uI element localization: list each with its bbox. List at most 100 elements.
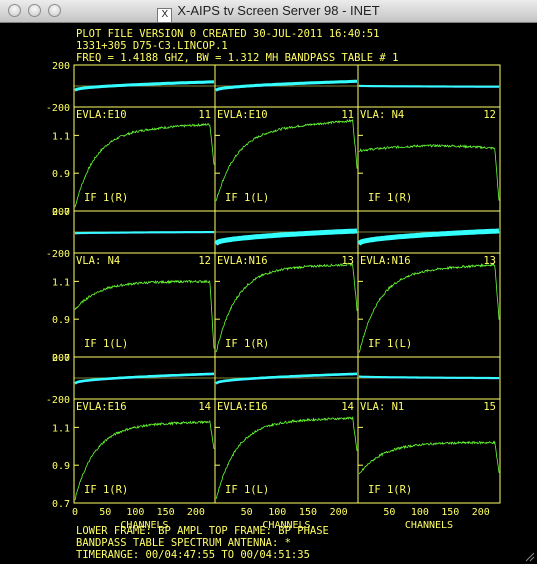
amplitude-curve [358, 143, 500, 201]
amp-axis-label: 0.7 [52, 499, 70, 510]
channels-axis-label: CHANNELS [405, 520, 453, 531]
amp-axis-label: 1.1 [52, 131, 70, 142]
bandpass-panel: VLA: N1 15 IF 1(R) [357, 356, 501, 504]
phase-axis-top-label: 200 [52, 353, 70, 364]
amp-axis-label: 0.9 [52, 169, 70, 180]
zoom-window-button[interactable] [48, 4, 61, 17]
antenna-number: 13 [341, 255, 354, 267]
bandpass-panel: EVLA:N16 13 IF 1(L) [357, 210, 501, 358]
channel-tick-label: 200 [330, 507, 348, 518]
channel-tick-label: 100 [411, 507, 429, 518]
antenna-number: 11 [341, 109, 354, 121]
channel-tick-labels: 0 50 100 150 200 CHANNELS 50 100 150 200 CHANNELS 5… [72, 507, 490, 531]
phase-curve [215, 79, 357, 92]
amp-axis-label: 0.7 [52, 353, 70, 364]
minimize-window-button[interactable] [28, 4, 41, 17]
if-label: IF 1(R) [84, 484, 128, 496]
amplitude-curve [74, 122, 215, 208]
bandpass-panel: VLA: N4 12 IF 1(R) [357, 64, 501, 212]
plot-footer: LOWER FRAME: BP AMPL TOP FRAME: BP PHASE… [76, 525, 329, 561]
channel-tick-label: 150 [441, 507, 459, 518]
x11-icon: X [157, 8, 173, 23]
amplitude-curve [215, 263, 358, 353]
antenna-label: EVLA:E16 [76, 401, 127, 413]
phase-axis-bottom-label: -200 [46, 249, 70, 260]
close-window-button[interactable] [8, 4, 21, 17]
if-label: IF 1(L) [225, 192, 269, 204]
if-label: IF 1(L) [225, 484, 269, 496]
title-bar[interactable]: X X-AIPS tv Screen Server 98 - INET [0, 0, 537, 23]
phase-axis-bottom-label: -200 [46, 395, 70, 406]
if-label: IF 1(R) [368, 192, 412, 204]
antenna-label: EVLA:E10 [217, 109, 268, 121]
amplitude-curve [358, 262, 500, 353]
antenna-number: 11 [198, 109, 211, 121]
phase-curve [74, 372, 215, 385]
amplitude-curve [215, 118, 358, 202]
antenna-number: 12 [483, 109, 496, 121]
antenna-label: VLA: N4 [76, 255, 120, 267]
amplitude-curve [74, 279, 215, 349]
channel-tick-label: 100 [268, 507, 286, 518]
bandpass-panel: EVLA:E10 11 IF 1(R) 200 -200 1.1 0.9 0.7 [46, 61, 216, 218]
phase-curve [358, 84, 499, 88]
antenna-label: EVLA:E10 [76, 109, 127, 121]
plot-header: PLOT FILE VERSION 0 CREATED 30-JUL-2011 … [76, 28, 398, 64]
window-title-area: X X-AIPS tv Screen Server 98 - INET [0, 3, 537, 23]
window-title: X-AIPS tv Screen Server 98 - INET [177, 3, 380, 18]
antenna-label: EVLA:E16 [217, 401, 268, 413]
channels-axis-label: CHANNELS [120, 520, 168, 531]
amp-axis-label: 1.1 [52, 277, 70, 288]
channel-tick-label: 50 [241, 507, 253, 518]
amp-axis-label: 0.7 [52, 207, 70, 218]
bandpass-panel: EVLA:E16 14 IF 1(R) 200 -200 1.1 0.9 0.7 [46, 353, 216, 510]
amp-axis-label: 1.1 [52, 423, 70, 434]
amplitude-curve [358, 440, 500, 475]
footer-line-2: BANDPASS TABLE SPECTRUM ANTENNA: * [76, 537, 291, 549]
antenna-number: 14 [341, 401, 354, 413]
antenna-label: EVLA:N16 [360, 255, 411, 267]
channel-tick-label: 150 [157, 507, 175, 518]
header-line-2: 1331+305 D75-C3.LINCOP.1 [76, 40, 228, 52]
phase-curve [358, 375, 499, 379]
footer-line-3: TIMERANGE: 00/04:47:55 TO 00/04:51:35 [76, 549, 310, 561]
antenna-number: 12 [198, 255, 211, 267]
channel-tick-label: 150 [299, 507, 317, 518]
channel-tick-label: 100 [126, 507, 144, 518]
if-label: IF 1(L) [368, 338, 412, 350]
phase-curve [74, 231, 214, 235]
amplitude-curve [74, 420, 215, 501]
phase-axis-bottom-label: -200 [46, 103, 70, 114]
amp-axis-label: 0.9 [52, 461, 70, 472]
bandpass-panel: EVLA:E10 11 IF 1(L) [214, 64, 359, 212]
channel-tick-label: 200 [472, 507, 490, 518]
antenna-label: EVLA:N16 [217, 255, 268, 267]
footer-line-1: LOWER FRAME: BP AMPL TOP FRAME: BP PHASE [76, 525, 329, 537]
channels-axis-label: CHANNELS [262, 520, 310, 531]
antenna-number: 13 [483, 255, 496, 267]
resize-grip-icon[interactable] [523, 550, 535, 562]
phase-axis-top-label: 200 [52, 61, 70, 72]
antenna-number: 15 [483, 401, 496, 413]
header-line-3: FREQ = 1.4188 GHZ, BW = 1.312 MH BANDPAS… [76, 52, 398, 64]
phase-curve [357, 228, 500, 246]
if-label: IF 1(R) [225, 338, 269, 350]
bandpass-panel: EVLA:N16 13 IF 1(R) [214, 210, 359, 358]
channel-tick-label: 0 [72, 507, 78, 518]
header-line-1: PLOT FILE VERSION 0 CREATED 30-JUL-2011 … [76, 28, 379, 40]
phase-curve [214, 228, 358, 246]
antenna-label: VLA: N1 [360, 401, 404, 413]
amplitude-curve [215, 416, 358, 499]
antenna-label: VLA: N4 [360, 109, 404, 121]
antenna-number: 14 [198, 401, 211, 413]
if-label: IF 1(L) [84, 338, 128, 350]
bandpass-plot-canvas: PLOT FILE VERSION 0 CREATED 30-JUL-2011 … [46, 28, 501, 561]
bandpass-panel: VLA: N4 12 IF 1(L) 200 -200 1.1 0.9 0.7 [46, 207, 216, 364]
phase-curve [74, 80, 215, 92]
channel-tick-label: 50 [383, 507, 395, 518]
phase-curve [215, 372, 358, 385]
channel-tick-label: 50 [99, 507, 111, 518]
amp-axis-label: 0.9 [52, 315, 70, 326]
